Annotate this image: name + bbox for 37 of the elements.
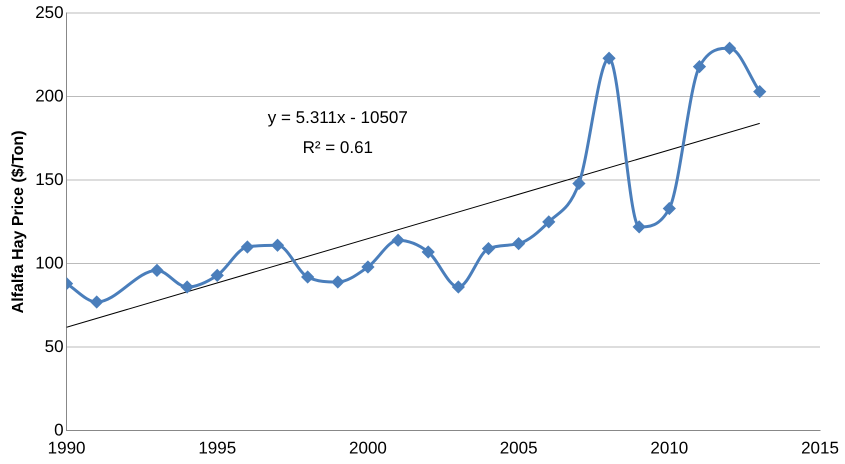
point [302,270,314,283]
annotation: R² = 0.61 [302,138,374,158]
point [603,52,616,64]
x-tick-label: 2005 [500,438,538,458]
point [693,60,706,73]
point [181,281,194,294]
point [332,276,344,288]
point [150,264,163,276]
point [754,86,766,98]
point [572,178,585,190]
point [392,234,404,246]
point [542,216,555,228]
point [241,240,254,253]
point [272,239,284,252]
point [452,281,464,294]
point [362,260,374,273]
y-tick-label: 200 [35,86,64,106]
x-tick-label: 2000 [349,438,387,458]
x-tick-label: 2015 [801,438,839,458]
y-tick-label: 0 [54,420,64,440]
point [512,238,525,250]
y-tick-label: 100 [35,253,64,272]
x-tick-label: 1995 [198,438,236,458]
point [633,220,646,233]
x-tick-label: 2010 [650,438,688,458]
annotation: y = 5.311x - 10507 [268,108,408,128]
y-tick-label: 150 [35,170,64,189]
point [482,242,494,255]
point [724,42,736,54]
y-tick-label: 50 [44,336,64,356]
point [422,246,434,258]
point [211,269,224,282]
x-tick-label: 1990 [48,438,86,458]
point [663,202,676,215]
point [90,296,103,308]
y-tick-label: 250 [35,2,64,22]
y-axis-title: Alfalfa Hay Price ($/Ton) [10,130,28,314]
